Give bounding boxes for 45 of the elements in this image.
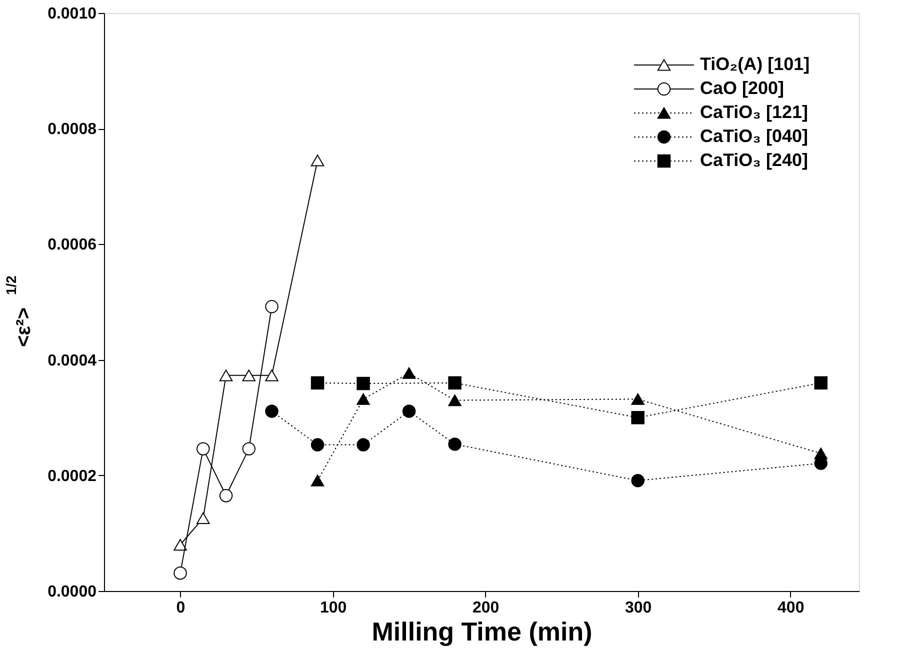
point bbox=[631, 474, 644, 488]
legend-label: CaTiO₃ [240] bbox=[700, 150, 808, 170]
point bbox=[631, 393, 644, 405]
x-tick-label: 100 bbox=[320, 600, 347, 616]
point bbox=[402, 367, 416, 379]
point bbox=[402, 404, 416, 418]
y-tick-label: 0.0000 bbox=[48, 584, 97, 600]
point bbox=[310, 154, 324, 166]
y-tick-label: 0.0006 bbox=[48, 236, 97, 254]
point bbox=[219, 489, 233, 502]
x-tick-label: 0 bbox=[176, 600, 186, 616]
point bbox=[448, 438, 462, 451]
x-tick-label: 400 bbox=[778, 600, 804, 616]
point bbox=[174, 566, 187, 580]
point bbox=[242, 442, 256, 456]
point bbox=[310, 438, 324, 452]
legend-label: CaO [200] bbox=[700, 78, 784, 98]
point bbox=[196, 512, 210, 524]
y-tick-label: 0.0010 bbox=[48, 6, 97, 22]
x-tick-label: 300 bbox=[624, 600, 652, 616]
legend-label: TiO₂(A) [101] bbox=[700, 54, 810, 74]
y-axis-title: <ε²>1/2 bbox=[3, 275, 35, 347]
y-tick-label: 0.0004 bbox=[48, 352, 97, 370]
point bbox=[356, 438, 370, 452]
point bbox=[174, 538, 187, 551]
point bbox=[242, 370, 256, 382]
point bbox=[196, 442, 210, 456]
point bbox=[265, 370, 278, 382]
point bbox=[448, 376, 462, 390]
point bbox=[814, 376, 828, 390]
point bbox=[310, 376, 324, 390]
y-tick-label: 0.0002 bbox=[48, 468, 97, 485]
point bbox=[356, 376, 370, 390]
point bbox=[631, 410, 644, 424]
legend-label: CaTiO₃ [121] bbox=[700, 102, 808, 122]
point bbox=[265, 404, 278, 418]
point bbox=[219, 370, 233, 382]
point bbox=[356, 393, 370, 405]
x-tick-label: 200 bbox=[472, 600, 500, 616]
y-tick-label: 0.0008 bbox=[48, 121, 97, 138]
point bbox=[310, 474, 324, 486]
point bbox=[265, 300, 278, 314]
x-axis-title: Milling Time (min) bbox=[372, 616, 592, 646]
point bbox=[448, 394, 462, 406]
legend-label: CaTiO₃ [040] bbox=[700, 126, 808, 146]
